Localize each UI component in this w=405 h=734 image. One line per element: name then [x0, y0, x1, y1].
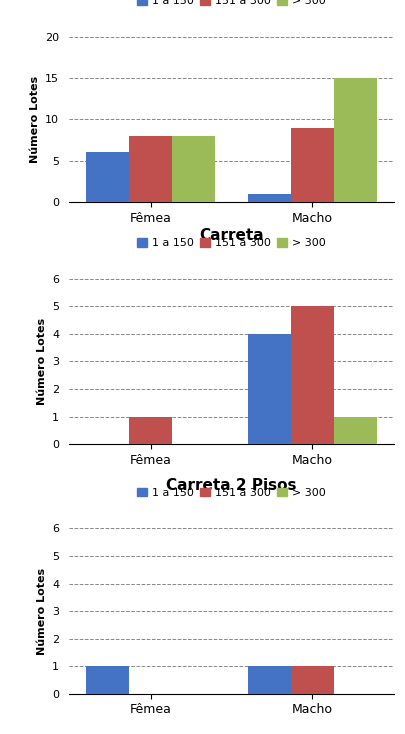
Bar — [290, 666, 333, 694]
Title: Truck: Truck — [208, 0, 254, 1]
Legend: 1 a 150, 151 a 300, > 300: 1 a 150, 151 a 300, > 300 — [137, 239, 325, 248]
Bar — [247, 666, 290, 694]
Bar — [333, 417, 376, 444]
Legend: 1 a 150, 151 a 300, > 300: 1 a 150, 151 a 300, > 300 — [137, 488, 325, 498]
Bar — [86, 153, 129, 202]
Title: Carreta: Carreta — [198, 228, 263, 243]
Title: Carreta 2 Pisos: Carreta 2 Pisos — [166, 478, 296, 493]
Bar — [247, 194, 290, 202]
Bar — [129, 136, 172, 202]
Bar — [290, 128, 333, 202]
Bar — [172, 136, 215, 202]
Y-axis label: Número Lotes: Número Lotes — [36, 318, 47, 405]
Bar — [290, 307, 333, 444]
Bar — [129, 417, 172, 444]
Y-axis label: Número Lotes: Número Lotes — [36, 567, 47, 655]
Bar — [247, 334, 290, 444]
Legend: 1 a 150, 151 a 300, > 300: 1 a 150, 151 a 300, > 300 — [137, 0, 325, 6]
Y-axis label: Número Lotes: Número Lotes — [30, 76, 40, 163]
Bar — [333, 78, 376, 202]
Bar — [86, 666, 129, 694]
